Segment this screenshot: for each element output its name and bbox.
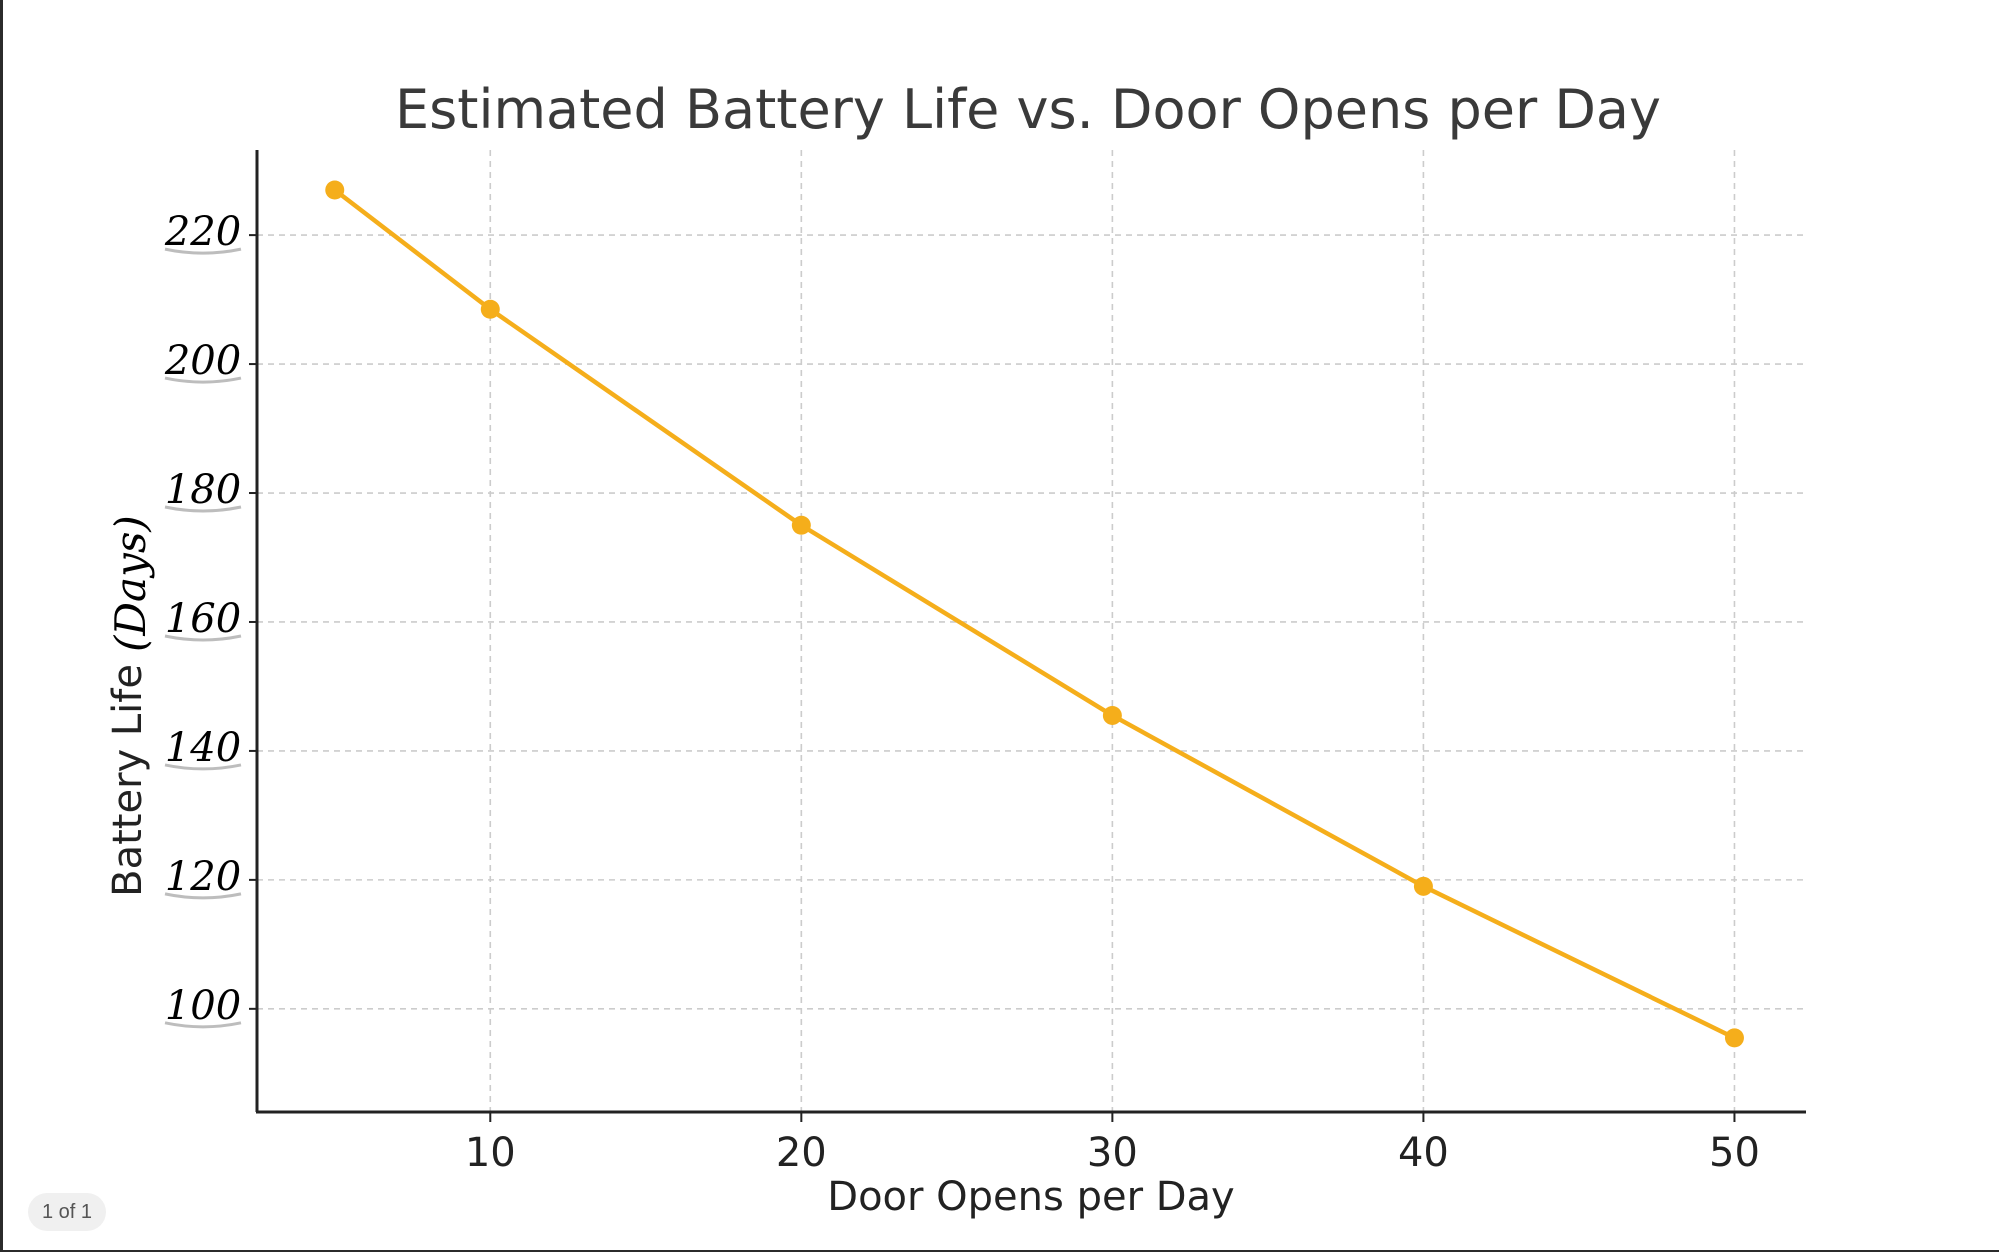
x-tick-label: 30 xyxy=(1087,1130,1138,1176)
y-tick-underline xyxy=(164,1021,242,1029)
y-axis-label: Battery Life (Days) xyxy=(105,515,155,897)
series-group xyxy=(325,180,1744,1048)
line-chart: Estimated Battery Life vs. Door Opens pe… xyxy=(105,78,1806,1220)
y-tick-label: 180 xyxy=(165,467,241,513)
page-indicator: 1 of 1 xyxy=(28,1193,107,1231)
y-ticks: 100 120 140 160 180 200 220 xyxy=(164,209,257,1029)
y-tick-label: 200 xyxy=(164,338,241,384)
y-tick-underline xyxy=(164,634,242,642)
x-tick-label: 50 xyxy=(1709,1130,1760,1176)
y-tick-label: 160 xyxy=(165,596,241,642)
series-line xyxy=(333,188,1736,1040)
y-tick-underline xyxy=(164,247,242,255)
data-point xyxy=(1413,876,1433,896)
document-page: Estimated Battery Life vs. Door Opens pe… xyxy=(3,0,1999,1250)
y-axis-label-printed: Battery Life xyxy=(105,664,151,897)
x-tick-label: 40 xyxy=(1398,1130,1449,1176)
x-ticks: 10 20 30 40 50 xyxy=(465,1112,1760,1176)
data-point xyxy=(1724,1028,1744,1048)
chart-title: Estimated Battery Life vs. Door Opens pe… xyxy=(395,78,1661,141)
y-axis-label-handwritten: (Days) xyxy=(106,515,155,652)
chart-axes xyxy=(255,150,1806,1114)
data-point xyxy=(325,180,345,200)
y-tick-label: 220 xyxy=(164,209,241,255)
data-point xyxy=(480,299,500,319)
y-tick-underline xyxy=(164,892,242,900)
grid-lines xyxy=(257,150,1806,1112)
data-point xyxy=(791,515,811,535)
x-tick-label: 20 xyxy=(776,1130,827,1176)
x-tick-label: 10 xyxy=(465,1130,516,1176)
y-tick-underline xyxy=(164,505,242,513)
y-tick-label: 120 xyxy=(165,854,241,900)
y-tick-label: 100 xyxy=(165,983,241,1029)
x-axis-label: Door Opens per Day xyxy=(827,1174,1234,1220)
data-point xyxy=(1102,705,1122,725)
y-tick-underline xyxy=(164,376,242,384)
y-tick-label: 140 xyxy=(165,725,241,771)
y-tick-underline xyxy=(164,763,242,771)
